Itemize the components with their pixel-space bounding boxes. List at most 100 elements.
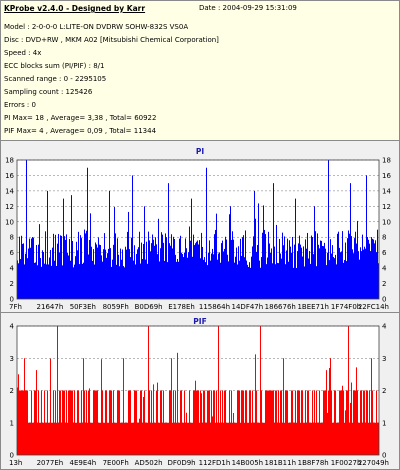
pif-bar [163,390,164,455]
pi-bar [299,235,300,299]
pi-bar [188,252,189,299]
pif-bar [190,422,191,455]
pif-bar [27,390,28,455]
pif-bar [46,422,47,455]
pif-bar [90,422,91,455]
pif-bar [226,422,227,455]
pi-bar [335,254,336,299]
pif-bar [47,390,48,455]
pif-bar [170,390,171,455]
pif-bar [321,422,322,455]
pi-bar [303,246,304,299]
pif-bar [248,422,249,455]
pi-bar [72,240,73,299]
info-panel: KProbe v2.4.0 - Designed by Karr Date : … [0,0,400,150]
pif-xtick: DF0D9h [167,459,195,467]
pi-bar [53,233,54,299]
pif-bar [18,374,19,455]
pif-bar [289,422,290,455]
pi-ytick-right: 18 [382,157,391,165]
pi-bar [30,247,31,299]
pi-bar [327,252,328,299]
pi-xtick: E178Eh [168,303,195,311]
pif-bar [345,410,346,455]
pi-bar [208,252,209,299]
pi-bar [28,248,29,299]
pi-bar [124,267,125,299]
pi-bar [129,249,130,299]
pi-bar [35,262,36,299]
pi-bar [95,242,96,299]
pi-bar [55,234,56,299]
pi-bar [245,230,246,299]
pif-bar [209,390,210,455]
pif-bar [21,390,22,455]
pif-bar [69,390,70,455]
pif-bar [95,390,96,455]
pi-bar [281,258,282,299]
pi-bar [284,236,285,299]
pi-bar [66,234,67,299]
pi-bar [311,235,312,299]
pi-bar [171,234,172,299]
pi-bar [242,237,243,299]
pi-bar [205,262,206,299]
pi-bar [126,249,127,299]
pif-bar [115,422,116,455]
pif-bar [292,390,293,455]
pif-bar [56,422,57,455]
pif-bar [183,422,184,455]
pi-bar [71,195,72,299]
pif-bar [31,390,32,455]
pi-bar [84,229,85,299]
pif-bar [68,390,69,455]
pif-bar [36,370,37,455]
pi-bar [143,243,144,299]
pi-bar [146,241,147,299]
pif-bar [239,390,240,455]
pi-bar [257,245,258,299]
pi-bar [185,238,186,299]
pif-bar [222,390,223,455]
pi-bar [79,264,80,299]
pi-bar [207,265,208,299]
pif-bar [341,390,342,455]
pif-bar [271,390,272,455]
pi-xtick: 21647h [37,303,64,311]
pif-bar [302,390,303,455]
pi-bar [331,253,332,299]
pi-bar [46,264,47,299]
pi-bar [359,259,360,299]
pif-bar [353,390,354,455]
pi-bar [214,234,215,299]
pif-bar [349,422,350,455]
info-model: Model : 2-0-0-0 L:LITE-ON DVDRW SOHW-832… [4,23,189,31]
pif-bar [236,422,237,455]
pi-bar [272,263,273,299]
pi-bar [78,231,79,299]
pi-bar [357,220,358,299]
pif-bar [251,422,252,455]
pif-bar [149,390,150,455]
pi-bar [340,252,341,299]
pif-bar [58,422,59,455]
pi-bar [317,233,318,299]
pif-bar [320,422,321,455]
pif-bar [231,390,232,455]
pi-bar [187,257,188,299]
pi-bar [156,244,157,299]
pif-bar [215,422,216,455]
pi-bar [201,232,202,299]
pif-ytick-left: 3 [10,355,14,363]
pi-bar [106,257,107,299]
pi-bar [361,251,362,299]
pif-bar [344,422,345,455]
pif-bar [96,390,97,455]
pi-bar [48,264,49,299]
pi-bar [373,239,374,299]
pif-xtick: 1F0027h [331,459,362,467]
pi-bar [157,254,158,299]
pif-bar [135,390,136,455]
pi-bar [358,251,359,299]
pi-bar [70,260,71,299]
